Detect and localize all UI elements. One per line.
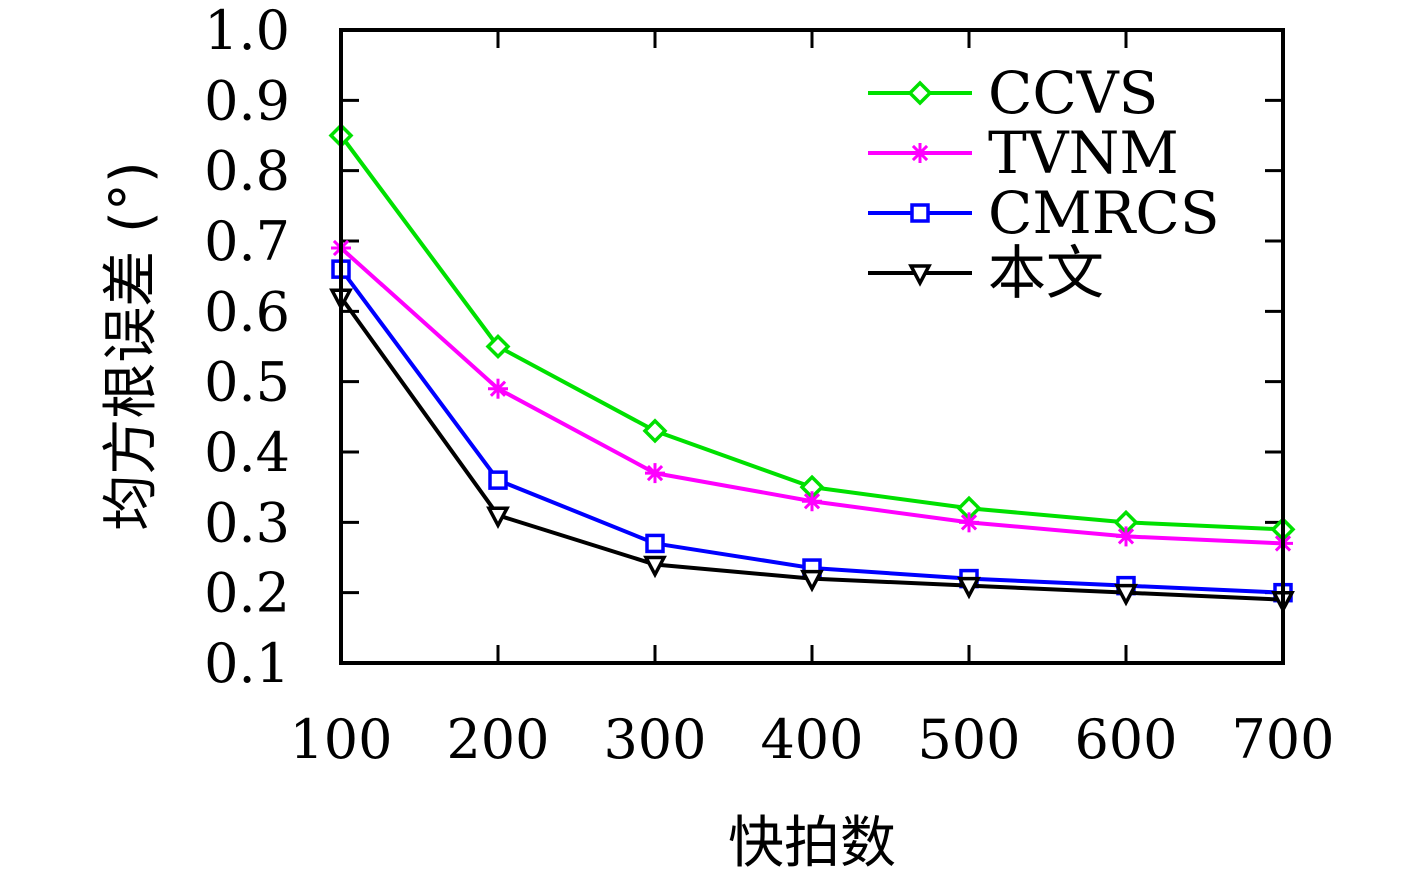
legend-label: CCVS	[988, 59, 1158, 127]
legend-item: 本文	[868, 239, 1104, 307]
x-tick-label: 600	[1074, 708, 1177, 771]
legend-label: 本文	[988, 239, 1104, 307]
data-point	[645, 463, 665, 484]
data-point	[486, 506, 510, 530]
data-point	[800, 569, 824, 593]
x-axis-label: 快拍数	[728, 811, 896, 874]
y-tick-label: 0.7	[204, 210, 290, 273]
y-tick-label: 0.4	[204, 421, 290, 484]
data-point	[488, 378, 508, 399]
y-tick-label: 0.5	[204, 351, 290, 414]
legend-label: TVNM	[988, 119, 1179, 187]
labels-layer: 快拍数 均方根误差 (°)	[99, 161, 896, 874]
y-tick-label: 0.9	[204, 69, 290, 132]
data-point	[645, 533, 665, 554]
y-tick-label: 0.8	[204, 140, 290, 203]
data-point	[959, 512, 979, 533]
series-line	[339, 267, 1284, 595]
y-tick-label: 0.6	[204, 280, 290, 343]
data-point	[1114, 583, 1138, 607]
plot-frame	[339, 28, 1285, 665]
series-2	[331, 259, 1293, 603]
y-tick-label: 0.3	[204, 491, 290, 554]
legend-marker	[910, 203, 930, 223]
legend-label: CMRCS	[988, 179, 1220, 247]
data-point	[802, 491, 822, 512]
data-point	[643, 555, 667, 579]
series-layer	[328, 123, 1296, 614]
x-tick-label: 200	[446, 708, 549, 771]
data-point	[642, 418, 668, 444]
data-point	[485, 334, 511, 359]
legend-item: TVNM	[868, 119, 1179, 187]
series-3	[329, 288, 1295, 614]
legend-marker	[910, 143, 930, 163]
data-point	[957, 576, 981, 600]
legend-item: CMRCS	[868, 179, 1220, 247]
y-tick-label: 0.2	[204, 562, 290, 625]
data-point	[1116, 526, 1136, 547]
legend-marker	[908, 264, 932, 287]
y-tick-label: 0.1	[204, 632, 290, 695]
legend-item: CCVS	[868, 59, 1158, 127]
x-tick-label: 400	[760, 708, 863, 771]
y-tick-label: 1.0	[204, 0, 290, 62]
series-1	[331, 238, 1293, 554]
legend-marker	[907, 80, 933, 106]
x-tick-label: 300	[603, 708, 706, 771]
x-tick-label: 500	[917, 708, 1020, 771]
ticks-layer: 0.1 0.2 0.3 0.4 0.5 0.6 0.7 0.8 0.9 1.0 100 200 300 4…	[204, 0, 1334, 771]
series-line	[339, 296, 1284, 602]
data-point	[488, 470, 508, 490]
x-tick-label: 100	[289, 708, 392, 771]
y-axis-label: 均方根误差 (°)	[99, 161, 164, 531]
x-tick-label: 700	[1231, 708, 1334, 771]
